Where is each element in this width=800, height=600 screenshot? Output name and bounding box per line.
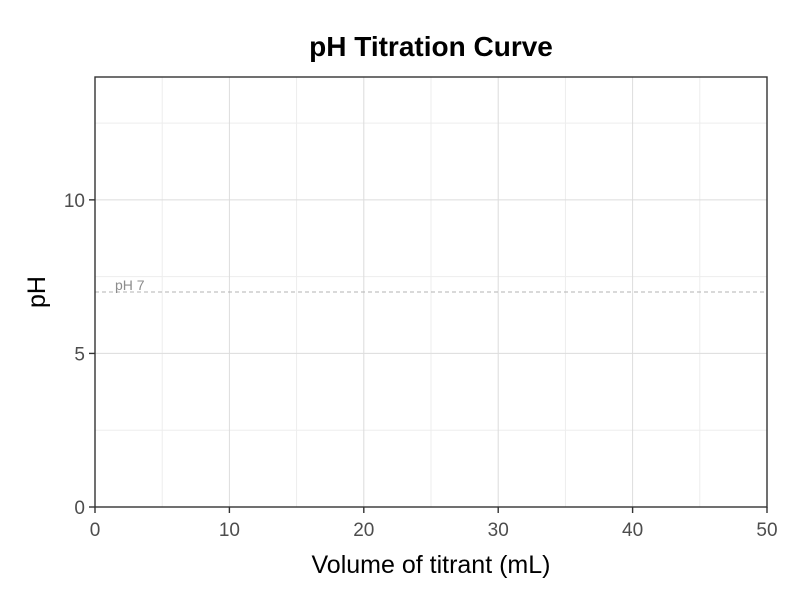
y-tick-label: 0	[74, 498, 85, 519]
x-tick-label: 10	[219, 520, 240, 541]
x-tick-label: 30	[488, 520, 509, 541]
x-tick-label: 0	[90, 520, 101, 541]
y-axis-label: pH	[23, 276, 51, 308]
y-tick-label: 10	[64, 191, 85, 212]
reference-lines: pH 7	[95, 277, 767, 293]
x-axis-label: Volume of titrant (mL)	[312, 551, 551, 579]
x-tick-label: 20	[353, 520, 374, 541]
x-tick-label: 40	[622, 520, 643, 541]
chart-title: pH Titration Curve	[309, 31, 553, 62]
x-tick-label: 50	[756, 520, 777, 541]
reference-line-label: pH 7	[115, 277, 145, 293]
y-tick-label: 5	[74, 344, 85, 365]
plot-frame	[94, 76, 768, 508]
x-axis-ticks: 0 10 20 30 40 50	[90, 507, 778, 541]
y-axis-ticks: 0 5 10	[64, 191, 95, 519]
